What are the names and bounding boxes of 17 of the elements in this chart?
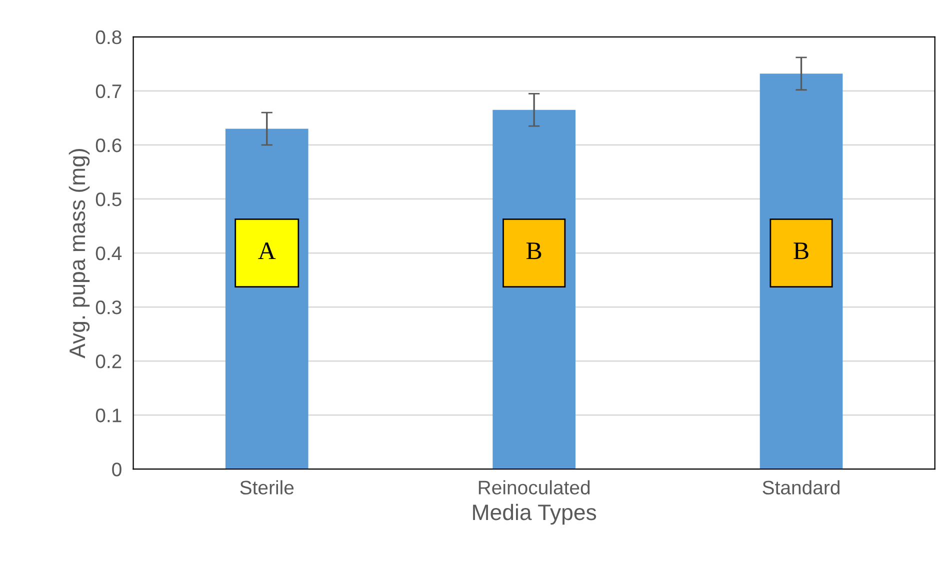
y-tick-label: 0.6: [96, 138, 122, 152]
x-tick-label: Sterile: [240, 480, 294, 494]
y-tick-label: 0.5: [96, 192, 122, 206]
y-tick-label: 0: [112, 462, 122, 476]
y-tick-label: 0.2: [96, 354, 122, 368]
x-tick-label: Reinoculated: [478, 480, 590, 494]
y-tick-label: 0.7: [96, 84, 122, 98]
y-axis-title: Avg. pupa mass (mg): [68, 148, 90, 358]
y-tick-label: 0.8: [96, 30, 122, 44]
x-tick-label: Standard: [762, 480, 840, 494]
annotation: A: [258, 242, 276, 260]
y-tick-label: 0.1: [96, 408, 122, 422]
y-tick-label: 0.4: [96, 246, 122, 260]
annotation: B: [526, 242, 542, 260]
annotation: B: [794, 242, 808, 260]
y-tick-label: 0.3: [96, 300, 122, 314]
x-axis-title: Media Types: [473, 504, 596, 525]
